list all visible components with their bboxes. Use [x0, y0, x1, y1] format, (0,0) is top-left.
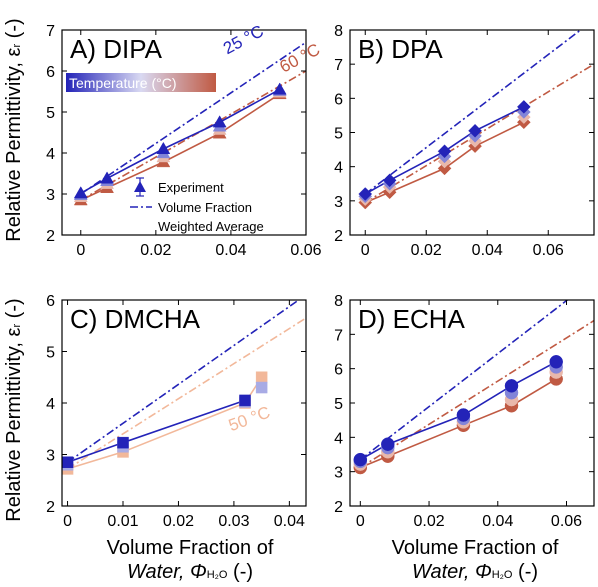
y-tick-label: 5	[334, 126, 343, 143]
y-tick-label: 8	[334, 23, 343, 40]
y-tick-label: 5	[334, 396, 343, 413]
x-axis-label-right: Volume Fraction of Water, ΦH₂O (-)	[391, 537, 559, 583]
x-tick-label: 0	[356, 513, 365, 530]
y-tick-label: 3	[334, 465, 343, 482]
point-50c-3	[255, 371, 268, 383]
point-25c-1	[100, 171, 114, 184]
point-25c-1	[117, 436, 129, 449]
point-25c-0	[353, 452, 368, 467]
series-line-25	[80, 88, 281, 194]
temperature-annotation: 25 °C	[220, 21, 267, 58]
point-25c-2	[239, 394, 251, 407]
point-25c-3	[504, 379, 519, 393]
vfwa-line-25	[80, 41, 306, 195]
y-tick-label: 6	[334, 362, 343, 379]
point-25c-2	[456, 408, 471, 422]
y-tick-label: 4	[46, 396, 55, 413]
x-tick-label: 0.02	[413, 513, 444, 530]
temperature-colorbar	[66, 73, 216, 92]
vfwa-line-60	[80, 70, 306, 201]
y-tick-label: 3	[46, 448, 55, 465]
point-25c-4	[516, 100, 531, 114]
vfwa-line-25	[359, 300, 569, 461]
y-tick-label: 6	[46, 293, 55, 310]
point-25c-0	[358, 187, 373, 201]
legend-vfwa-line2: Weighted Average	[158, 219, 264, 234]
legend-vfwa-line1: Volume Fraction	[158, 200, 252, 215]
panel-title: A) DIPA	[70, 34, 163, 64]
point-25c-4	[272, 82, 287, 95]
x-tick-label: 0.02	[140, 242, 171, 259]
x-tick-label: 0.04	[472, 242, 503, 259]
y-tick-label: 7	[334, 327, 343, 344]
y-tick-label: 7	[334, 57, 343, 74]
x-tick-label: 0.01	[107, 513, 138, 530]
y-tick-label: 7	[46, 23, 55, 40]
x-tick-label: 0.02	[163, 513, 194, 530]
point-25c-0	[61, 456, 74, 468]
x-tick-label: 0.06	[290, 242, 321, 259]
y-tick-label: 4	[46, 146, 55, 163]
x-tick-label: 0.06	[551, 513, 582, 530]
x-tick-label: 0	[63, 513, 72, 530]
panel-title: D) ECHA	[358, 304, 466, 334]
y-tick-label: 2	[46, 228, 55, 245]
x-tick-label: 0	[76, 242, 85, 259]
y-axis-label-top: Relative Permittivity, εr (-)	[3, 18, 25, 242]
colorbar-label: Temperature (°C)	[69, 75, 177, 91]
point-35c-3	[255, 381, 268, 394]
y-tick-label: 2	[46, 499, 55, 516]
series-line-25	[67, 399, 246, 463]
point-25c-4	[549, 355, 563, 369]
y-tick-label: 5	[46, 345, 55, 362]
point-25c-2	[156, 141, 171, 155]
point-25c-2	[437, 144, 452, 159]
x-tick-label: 0.02	[411, 242, 442, 259]
y-tick-label: 6	[46, 64, 55, 81]
x-tick-label: 0	[361, 242, 370, 259]
series-line-50	[67, 376, 263, 470]
y-tick-label: 5	[46, 105, 55, 122]
vfwa-line-50	[67, 317, 306, 470]
point-25c-3	[468, 123, 482, 138]
x-tick-label: 0.04	[482, 513, 513, 530]
vfwa-line-60	[359, 319, 594, 469]
y-tick-label: 4	[334, 430, 343, 447]
point-25c-0	[73, 186, 88, 199]
x-tick-label: 0.04	[215, 242, 246, 259]
y-tick-label: 2	[334, 499, 343, 516]
panel-b: 0 0.02 0.04 0.06 2 3 4 5 6 7 8 B) DPA	[334, 23, 595, 259]
y-tick-label: 8	[334, 293, 343, 310]
vfwa-line-60	[364, 63, 594, 204]
plot-frame	[61, 29, 307, 236]
vfwa-line-25	[67, 300, 301, 463]
y-tick-label: 6	[334, 91, 343, 108]
point-25c-1	[382, 173, 397, 188]
panel-d: 0 0.02 0.04 0.06 2 3 4 5 6 7 8 D) ECHA	[334, 293, 595, 530]
y-axis-label-bottom: Relative Permittivity, εr (-)	[3, 298, 25, 522]
x-tick-label: 0.06	[533, 242, 564, 259]
panel-a: 0 0.02 0.04 0.06 2 3 4 5 6 7 A) DIPA 25 °C60 °C Temp…	[46, 21, 323, 259]
point-25c-1	[381, 437, 395, 451]
legend-marker	[134, 181, 146, 192]
panel-title: C) DMCHA	[70, 304, 201, 334]
panel-title: B) DPA	[358, 34, 443, 64]
point-25c-3	[212, 115, 227, 128]
x-axis-label-left: Volume Fraction of Water, ΦH₂O (-)	[106, 537, 274, 583]
x-tick-label: 0.04	[274, 513, 305, 530]
y-tick-label: 4	[334, 160, 343, 177]
temperature-annotation: 60 °C	[276, 40, 323, 77]
x-tick-label: 0.03	[218, 513, 249, 530]
y-tick-label: 2	[334, 228, 343, 245]
legend-experiment: Experiment	[158, 180, 224, 195]
y-tick-label: 3	[46, 187, 55, 204]
y-tick-label: 3	[334, 194, 343, 211]
